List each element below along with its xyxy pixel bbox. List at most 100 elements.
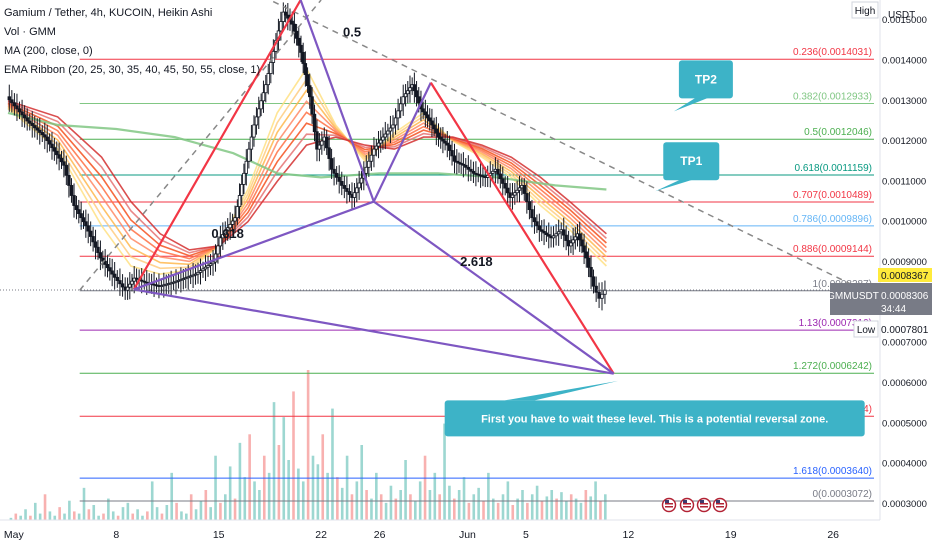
fib-level-label[interactable]: 0.786(0.0009896) — [793, 214, 872, 225]
candle-body — [283, 11, 288, 16]
legend-ma[interactable]: MA (200, close, 0) — [4, 45, 93, 57]
candle-body — [342, 185, 347, 189]
volume-bar — [107, 498, 110, 520]
candle-body — [218, 237, 223, 247]
candle-body — [434, 128, 439, 134]
candle-body — [381, 136, 385, 141]
candle-body — [443, 140, 447, 144]
candle-body — [340, 180, 344, 186]
candle-body — [535, 221, 539, 227]
volume-bar — [462, 477, 466, 520]
volume-bar — [584, 490, 588, 520]
candle-body — [193, 273, 198, 276]
volume-bar — [146, 511, 149, 520]
pattern-leg[interactable] — [429, 82, 615, 375]
reversal-note-box[interactable] — [444, 400, 865, 437]
high-tag-label[interactable]: High — [855, 6, 876, 17]
dashed-trend-line[interactable] — [79, 0, 322, 291]
candle-body — [240, 184, 244, 196]
fib-level-label[interactable]: 0.382(0.0012933) — [793, 91, 872, 102]
harmonic-pattern[interactable]: 0.5 0.618 2.618 — [132, 0, 615, 375]
volume-bar — [482, 500, 485, 520]
economic-events[interactable] — [661, 497, 728, 513]
tp1-callout-text[interactable]: TP1 — [680, 154, 702, 168]
fib-level-label[interactable]: 1.618(0.0003640) — [793, 466, 872, 477]
fib-level-label[interactable]: 0(0.0003072) — [813, 489, 873, 500]
fib-retracement[interactable]: 0.236(0.0014031) 0.382(0.0012933) 0.5(0.00… — [79, 47, 874, 502]
volume-bar — [121, 507, 125, 520]
ema-ribbon-line — [7, 103, 607, 260]
volume-bar — [243, 477, 247, 520]
pattern-leg[interactable] — [133, 200, 375, 291]
candle-body — [47, 140, 52, 145]
legend-volume[interactable]: Vol · GMM — [4, 26, 56, 38]
pattern-leg[interactable] — [132, 0, 302, 290]
candle-body — [64, 164, 69, 176]
candle-body — [299, 44, 303, 53]
volume-bar — [399, 490, 402, 520]
candle-body — [249, 136, 254, 150]
candle-body — [317, 144, 322, 150]
fib-level-label[interactable]: 0.5(0.0012046) — [804, 127, 872, 138]
fib-level-label[interactable]: 1.272(0.0006242) — [793, 361, 872, 372]
fib-level-label[interactable]: 0.618(0.0011159) — [795, 163, 872, 174]
time-axis[interactable]: May 8 15 22 26 Jun 5 12 19 26 — [0, 519, 932, 550]
volume-bar — [384, 502, 388, 520]
volume-bar — [448, 485, 451, 520]
volume-bar — [87, 509, 91, 520]
low-tag-label[interactable]: Low — [857, 325, 876, 336]
fib-level-label[interactable]: 0.886(0.0009144) — [793, 244, 872, 255]
pattern-ratio-label[interactable]: 0.5 — [343, 24, 361, 39]
candle-body — [96, 246, 100, 254]
candle-body — [537, 225, 542, 231]
reversal-note-text[interactable]: First you have to wait these level. This… — [481, 413, 828, 425]
candle-body — [459, 162, 463, 165]
trend-lines[interactable] — [79, 0, 856, 291]
volume-bar — [92, 505, 96, 520]
volume-bar — [379, 494, 383, 520]
price-tick-label: 0.0011000 — [882, 176, 926, 187]
pattern-leg[interactable] — [373, 200, 615, 375]
tp1-callout-box[interactable] — [663, 142, 720, 181]
volume-bar — [487, 472, 490, 520]
legend-ema-ribbon[interactable]: EMA Ribbon (20, 25, 30, 35, 40, 45, 50, … — [4, 64, 261, 76]
candle-body — [556, 231, 561, 235]
tp2-callout-box[interactable] — [678, 60, 733, 99]
pattern-leg[interactable] — [133, 288, 614, 375]
candle-body — [79, 213, 83, 219]
candle-body — [445, 142, 449, 146]
candle-body — [45, 136, 49, 141]
last-price-value: 0.0008306 — [881, 291, 929, 302]
fib-level-label[interactable]: 0.236(0.0014031) — [793, 47, 872, 58]
candle-body — [101, 257, 105, 262]
volume-bar — [58, 507, 61, 520]
ema-ribbon-line — [7, 66, 607, 275]
price-tick-label: 0.0010000 — [882, 217, 927, 228]
pattern-ratio-label[interactable]: 2.618 — [460, 254, 493, 269]
flag-canton — [665, 500, 669, 503]
candle-body — [401, 96, 405, 105]
pattern-leg[interactable] — [299, 0, 375, 202]
fib-level-label[interactable]: 0.707(0.0010489) — [793, 190, 872, 201]
candle-body — [325, 136, 329, 149]
pattern-leg[interactable] — [372, 82, 432, 203]
candle-body — [357, 182, 361, 189]
candle-body — [386, 130, 390, 135]
candle-body — [315, 131, 319, 150]
volume-bar — [53, 515, 57, 520]
tp2-callout-text[interactable]: TP2 — [695, 72, 717, 86]
legend-symbol[interactable]: Gamium / Tether, 4h, KUCOIN, Heikin Ashi — [4, 7, 213, 19]
fib-level-label[interactable]: 1.13(0.0007310) — [799, 318, 872, 329]
flag-canton — [716, 500, 720, 503]
pattern-ratio-label[interactable]: 0.618 — [211, 226, 244, 241]
price-tick-label: 0.0007000 — [882, 338, 927, 349]
last-price-symbol[interactable]: GMMUSDT — [827, 291, 879, 302]
volume-bar — [297, 468, 300, 520]
candle-body — [359, 177, 364, 184]
annotations[interactable]: TP2 TP1 First you have to wait these level… — [444, 60, 865, 437]
volume-bar — [272, 402, 276, 520]
candle-body — [578, 233, 582, 241]
